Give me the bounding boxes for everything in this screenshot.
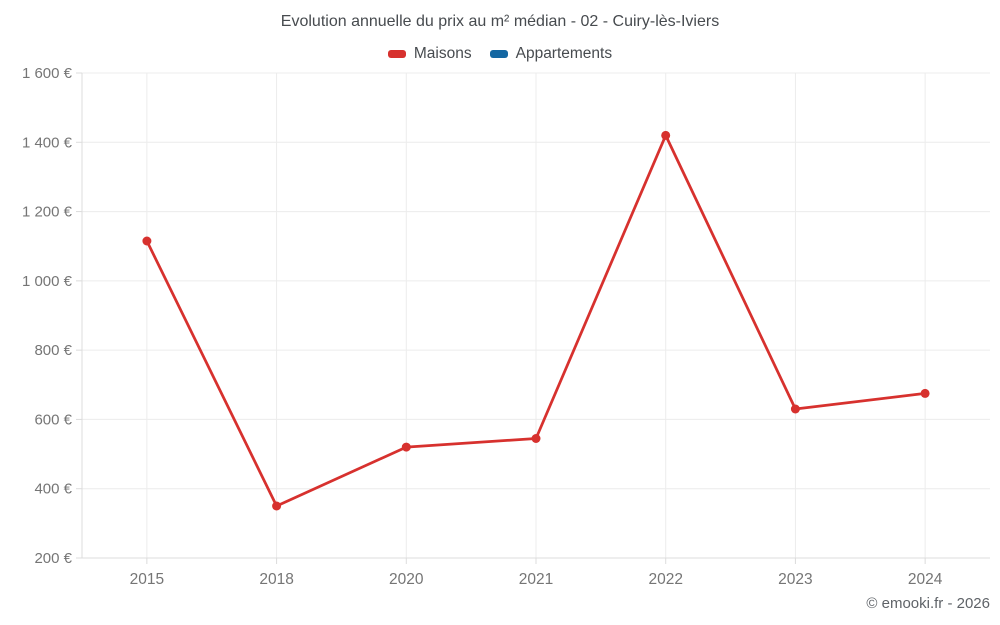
- legend-label-appartements: Appartements: [515, 45, 613, 62]
- legend-label-maisons: Maisons: [413, 45, 472, 62]
- legend-item-appartements[interactable]: Appartements: [489, 45, 613, 63]
- y-axis-label: 1 400 €: [22, 134, 73, 151]
- data-point-maisons: [920, 388, 930, 398]
- data-point-maisons: [272, 501, 282, 511]
- data-point-maisons: [790, 404, 800, 414]
- y-axis-label: 800 €: [34, 342, 72, 359]
- y-axis-label: 1 600 €: [22, 65, 73, 82]
- y-axis-label: 1 000 €: [22, 273, 73, 290]
- x-axis-label: 2024: [908, 571, 943, 588]
- x-axis-label: 2022: [648, 571, 682, 588]
- chart-title: Evolution annuelle du prix au m² médian …: [280, 13, 720, 30]
- data-point-maisons: [142, 236, 152, 246]
- x-axis-label: 2023: [778, 571, 812, 588]
- chart-legend: Maisons Appartements: [0, 45, 1000, 63]
- y-axis-label: 400 €: [34, 481, 72, 498]
- data-point-maisons: [661, 130, 671, 140]
- copyright: © emooki.fr - 2026: [866, 595, 990, 612]
- y-axis-label: 1 200 €: [22, 204, 73, 221]
- appartements-swatch-icon: [489, 50, 508, 58]
- data-point-maisons: [531, 434, 541, 443]
- x-axis-label: 2020: [389, 571, 424, 588]
- legend-item-maisons[interactable]: Maisons: [387, 45, 472, 63]
- x-axis-label: 2015: [130, 571, 164, 588]
- maisons-swatch-icon: [387, 50, 406, 58]
- data-point-maisons: [401, 442, 411, 452]
- x-axis-label: 2018: [259, 571, 293, 588]
- x-axis-label: 2021: [519, 571, 553, 588]
- y-axis-label: 200 €: [34, 550, 72, 567]
- y-axis-label: 600 €: [34, 411, 72, 428]
